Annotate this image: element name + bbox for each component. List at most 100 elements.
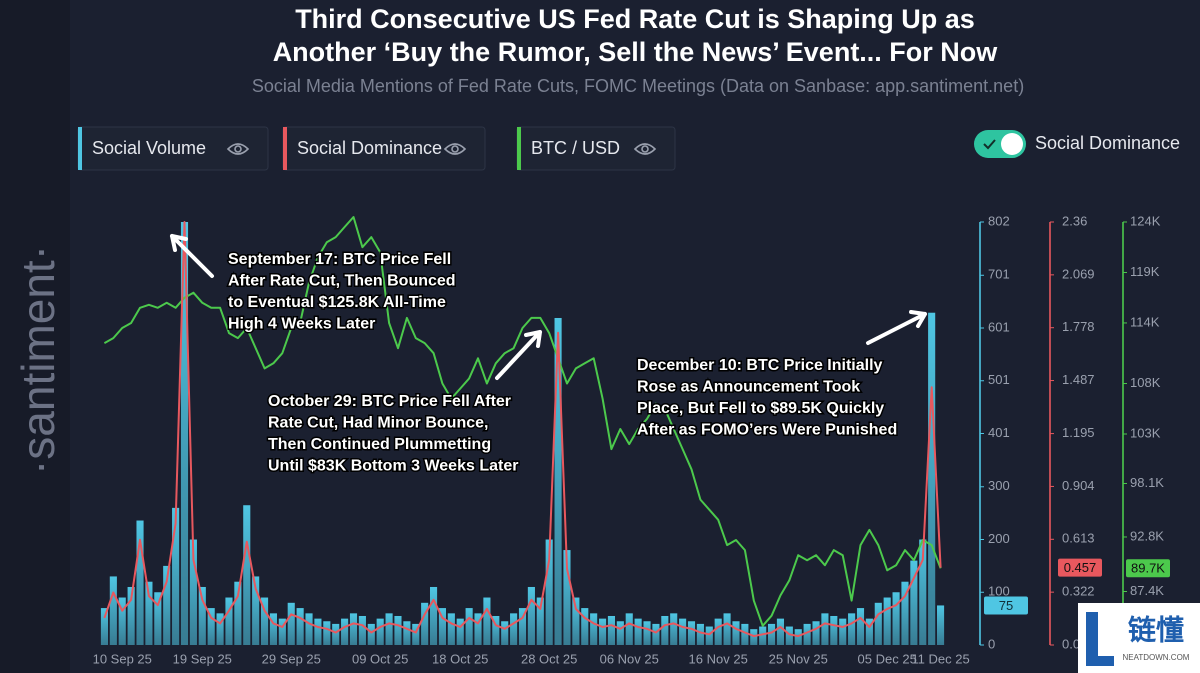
- bar: [358, 615, 366, 645]
- bar: [883, 597, 891, 645]
- bar: [172, 507, 180, 645]
- bar: [812, 621, 820, 645]
- bar: [118, 597, 126, 645]
- eye-icon: [443, 143, 467, 155]
- legend-swatch: [283, 127, 287, 170]
- bar: [269, 613, 278, 645]
- bar: [527, 586, 535, 645]
- bar: [652, 623, 660, 645]
- subtitle: Social Media Mentions of Fed Rate Cuts, …: [252, 76, 1024, 96]
- bar: [332, 623, 340, 645]
- bar: [492, 615, 500, 645]
- y-tick-label: 108K: [1130, 375, 1161, 390]
- legend-label: BTC / USD: [531, 138, 620, 158]
- x-tick-label: 28 Oct 25: [521, 651, 577, 666]
- bar: [572, 597, 580, 645]
- bar: [776, 618, 785, 645]
- y-tick-label: 92.8K: [1130, 528, 1164, 543]
- eye-pupil: [234, 145, 242, 153]
- y-tick-label: 501: [988, 372, 1010, 387]
- y-tick-label: 2.069: [1062, 266, 1095, 281]
- logo-mark: [1086, 612, 1114, 666]
- bar: [109, 576, 117, 645]
- bar: [581, 608, 589, 645]
- annotation: to Eventual $125.8K All-Time: [228, 294, 446, 311]
- bar: [163, 565, 171, 645]
- annotation: Rose as Announcement Took: [637, 379, 860, 396]
- bar: [590, 613, 598, 645]
- bar: [154, 592, 162, 645]
- bar: [723, 613, 731, 645]
- tag-label: 75: [999, 598, 1013, 613]
- bar: [848, 613, 856, 645]
- bar: [216, 613, 224, 645]
- bar: [287, 602, 295, 645]
- bar: [100, 608, 109, 645]
- legend-item[interactable]: BTC / USD: [516, 126, 676, 171]
- bar: [510, 613, 518, 645]
- y-tick-label: 300: [988, 478, 1010, 493]
- y-tick-label: 124K: [1130, 213, 1161, 228]
- bar: [874, 602, 882, 645]
- bar: [421, 602, 429, 645]
- annotation: Until $83K Bottom 3 Weeks Later: [268, 458, 518, 475]
- toggle-label: Social Dominance: [1035, 133, 1180, 153]
- bar: [670, 613, 678, 645]
- bar: [856, 608, 865, 645]
- annotation: September 17: BTC Price Fell: [228, 251, 451, 268]
- x-tick-label: 05 Dec 25: [858, 651, 917, 666]
- bar: [759, 626, 767, 645]
- bar: [714, 618, 722, 645]
- bar: [901, 581, 909, 645]
- legend-swatch: [78, 127, 82, 170]
- tag-box: [984, 596, 1028, 615]
- y-tick-label: 100: [988, 584, 1010, 599]
- legend-item[interactable]: Social Volume: [77, 126, 269, 171]
- y-tick-label: 98.1K: [1130, 475, 1164, 490]
- y-tick-label: 103K: [1130, 425, 1161, 440]
- tag-label: 0.457: [1064, 560, 1097, 575]
- toggle-knob[interactable]: [1001, 133, 1023, 155]
- y-tick-label: 119K: [1130, 264, 1160, 279]
- bar: [260, 597, 269, 645]
- bar: [803, 623, 811, 645]
- bar: [438, 608, 447, 645]
- bar: [483, 597, 491, 645]
- side-panel: [0, 0, 70, 673]
- bar: [616, 621, 624, 645]
- logo-text: 链懂: [1128, 614, 1184, 645]
- line: [103, 216, 942, 627]
- bar: [634, 618, 642, 645]
- legend-item[interactable]: Social Dominance: [282, 126, 486, 171]
- bar: [696, 623, 704, 645]
- x-tick-label: 19 Sep 25: [173, 651, 232, 666]
- bar: [732, 621, 740, 645]
- bar: [474, 613, 482, 645]
- y-tick-label: 701: [988, 267, 1010, 282]
- bar: [305, 613, 313, 645]
- bar: [661, 615, 669, 645]
- annotation: After as FOMO’ers Were Punished: [637, 422, 897, 439]
- annotation: After Rate Cut, Then Bounced: [228, 273, 456, 290]
- y-tick-label: 601: [988, 319, 1010, 334]
- bar: [563, 550, 571, 645]
- bar: [830, 615, 838, 645]
- line: [103, 221, 942, 638]
- bar: [136, 520, 144, 645]
- eye-icon: [226, 143, 250, 155]
- bar: [536, 597, 544, 645]
- y-tick-label: 87.4K: [1130, 583, 1164, 598]
- tag-box: [1058, 558, 1102, 577]
- toggle-check: [983, 139, 996, 150]
- annotation: Place, But Fell to $89.5K Quickly: [637, 400, 884, 417]
- eye-icon: [633, 143, 657, 155]
- y-tick-label: 0.322: [1062, 584, 1095, 599]
- toggle[interactable]: [974, 130, 1026, 158]
- bar: [554, 317, 562, 645]
- bar: [705, 626, 713, 645]
- bar: [394, 615, 402, 645]
- bar: [296, 608, 304, 645]
- tag-box: [1126, 559, 1170, 578]
